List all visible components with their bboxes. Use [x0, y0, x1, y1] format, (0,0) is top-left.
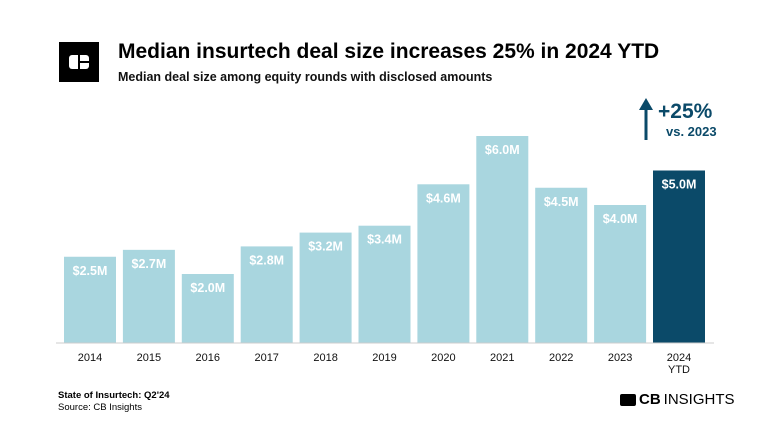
data-label: $3.4M [367, 233, 402, 247]
brand-rest: INSIGHTS [663, 391, 735, 408]
bar-2014 [64, 256, 116, 343]
annotation-arrow-icon [639, 98, 653, 140]
brand-bold: CB [639, 391, 661, 408]
chart-subtitle: Median deal size among equity rounds wit… [118, 70, 493, 84]
x-tick-label: 2021 [490, 352, 514, 364]
data-label: $2.8M [249, 253, 284, 267]
x-tick-label: 2017 [254, 352, 278, 364]
footer-report: State of Insurtech: Q2'24 [58, 390, 170, 401]
cb-logo-icon [59, 42, 99, 82]
x-tick-label: YTD [668, 364, 690, 376]
bar-2023 [594, 205, 647, 343]
data-label: $6.0M [485, 143, 520, 157]
x-tick-label: 2022 [549, 352, 573, 364]
bar-2020 [417, 184, 470, 343]
data-label: $3.2M [308, 240, 343, 254]
bar-2019 [358, 225, 411, 343]
x-tick-label: 2016 [196, 352, 220, 364]
data-label: $4.5M [544, 195, 579, 209]
data-label: $4.0M [603, 212, 638, 226]
x-tick-label: 2018 [313, 352, 337, 364]
data-label: $4.6M [426, 191, 461, 205]
data-label: $2.7M [132, 257, 167, 271]
annotation-change: +25% [658, 100, 713, 123]
x-tick-label: 2023 [608, 352, 632, 364]
data-label: $2.5M [73, 264, 108, 278]
x-tick-label: 2014 [78, 352, 102, 364]
x-tick-label: 2020 [431, 352, 455, 364]
annotation-comparison: vs. 2023 [666, 124, 717, 139]
cbinsights-logo-icon [620, 393, 636, 406]
bar-2024-ytd [653, 170, 705, 343]
bar-2017 [240, 246, 293, 343]
bar-2018 [299, 232, 352, 343]
footer-source: Source: CB Insights [58, 402, 142, 413]
data-label: $2.0M [190, 281, 225, 295]
bar-2016 [181, 274, 234, 343]
x-tick-label: 2024 [667, 352, 691, 364]
x-tick-label: 2015 [137, 352, 161, 364]
bar-2021 [476, 136, 529, 343]
x-tick-label: 2019 [372, 352, 396, 364]
bar-2015 [122, 249, 175, 343]
data-label: $5.0M [662, 178, 697, 192]
chart-title: Median insurtech deal size increases 25%… [118, 40, 660, 63]
cbinsights-brand: CB INSIGHTS [620, 391, 735, 408]
bar-2022 [535, 187, 588, 343]
